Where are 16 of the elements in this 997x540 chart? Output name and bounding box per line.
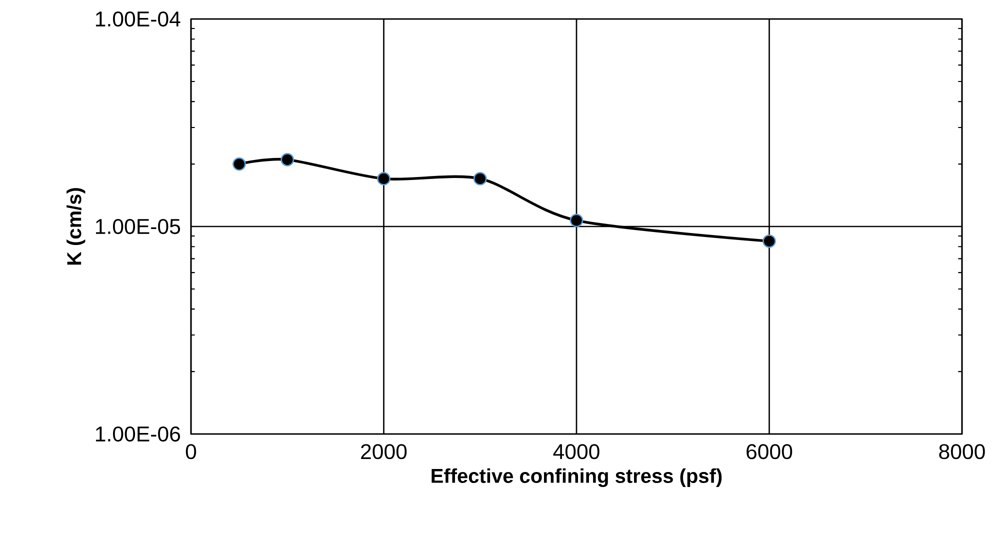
point	[762, 234, 776, 248]
point	[377, 172, 390, 186]
y-tick-label: 1.00E-04	[96, 11, 180, 27]
x-tick-label: 6000	[746, 444, 792, 460]
x-tick-label: 0	[186, 444, 196, 460]
x-tick-label: 8000	[939, 444, 985, 460]
y-tick-label: 1.00E-05	[96, 218, 180, 234]
x-tick-label: 4000	[553, 444, 600, 460]
y-axis-title: K (cm/s)	[66, 188, 86, 265]
point	[280, 152, 294, 166]
point	[473, 172, 487, 186]
x-axis-title: Effective confining stress (psf)	[432, 468, 722, 488]
point	[232, 157, 246, 171]
y-tick-label: 1.00E-06	[96, 426, 180, 442]
point	[570, 214, 584, 228]
x-tick-label: 2000	[361, 444, 407, 460]
